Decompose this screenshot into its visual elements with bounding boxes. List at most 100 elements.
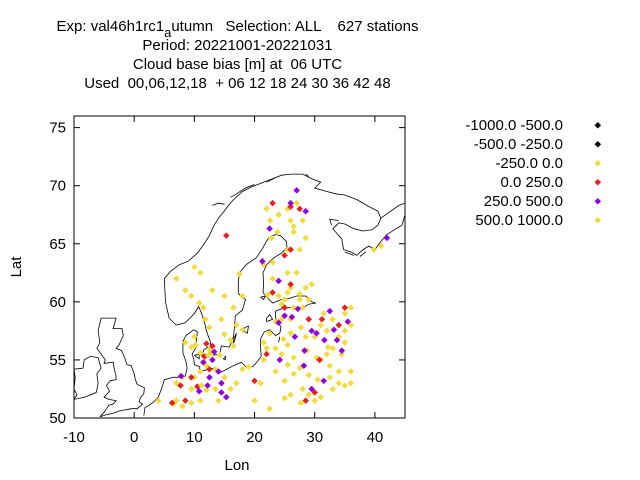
data-point (223, 232, 230, 239)
legend-label: -250.0 0.0 (495, 155, 563, 172)
data-point (204, 382, 211, 389)
data-point (287, 329, 294, 337)
data-point (321, 336, 328, 344)
y-tick-label: 60 (49, 294, 66, 311)
data-point (221, 374, 228, 381)
data-point (308, 281, 315, 288)
data-point (323, 327, 331, 335)
data-point (296, 205, 303, 213)
legend-marker (594, 141, 602, 148)
data-point (313, 329, 320, 337)
x-tick-label: 30 (306, 429, 323, 446)
data-point (281, 252, 288, 259)
x-axis-label: Lon (224, 457, 249, 474)
data-point (197, 397, 204, 404)
data-point (272, 345, 279, 352)
data-point (206, 374, 213, 381)
data-point (218, 389, 225, 396)
data-point (341, 310, 349, 317)
data-point (294, 305, 302, 313)
data-point (179, 403, 186, 410)
x-tick-label: 20 (246, 429, 263, 446)
legend-marker (594, 198, 602, 205)
data-point (287, 203, 294, 210)
y-tick-label: 50 (49, 410, 66, 427)
chart-title-line-1: Exp: val46h1rc1autumn Selection: ALL 627… (56, 18, 419, 40)
data-point (188, 399, 195, 407)
data-point (264, 291, 272, 299)
coastline-segment (278, 336, 281, 343)
data-point (284, 269, 291, 277)
data-point (209, 286, 216, 294)
data-point (326, 307, 334, 315)
legend-marker (594, 179, 602, 186)
coastline-map (74, 87, 405, 418)
coastline-segment (74, 355, 102, 400)
legend-marker (594, 122, 602, 129)
data-point (203, 386, 210, 394)
data-point (239, 365, 246, 373)
data-point (259, 257, 266, 265)
data-point (383, 234, 391, 242)
data-point (281, 304, 288, 311)
data-point (347, 304, 355, 311)
data-point (223, 393, 230, 401)
data-point (188, 374, 195, 381)
data-point (275, 292, 282, 300)
y-tick-label: 65 (49, 236, 66, 253)
data-point (251, 377, 258, 385)
legend-label: -500.0 -250.0 (474, 136, 563, 153)
chart-title-line-3: Cloud base bias [m] at 06 UTC (132, 56, 343, 73)
data-point (206, 324, 213, 331)
data-point (210, 348, 218, 356)
legend-label: 0.0 250.0 (500, 174, 563, 191)
data-point (305, 316, 312, 323)
data-point (341, 339, 349, 346)
data-point (182, 397, 189, 404)
y-axis-label: Lat (8, 256, 25, 278)
data-point (209, 356, 216, 364)
y-tick-label: 70 (49, 178, 66, 195)
data-point (204, 352, 212, 359)
data-point (290, 223, 297, 230)
x-tick-label: -10 (63, 429, 85, 446)
data-point (287, 281, 294, 288)
data-point (191, 333, 198, 340)
data-point (215, 397, 222, 404)
data-point (329, 385, 337, 393)
data-point (287, 391, 294, 399)
coastline-segment (223, 355, 227, 361)
coastline-segment (260, 295, 267, 301)
data-point (299, 304, 306, 311)
data-point (269, 275, 276, 282)
data-point (287, 246, 294, 253)
data-point (216, 352, 223, 359)
data-point (299, 217, 306, 224)
data-point (236, 270, 243, 278)
data-point (239, 292, 246, 300)
coastline-segment (344, 251, 354, 256)
coastline-segment (305, 173, 309, 177)
legend-marker (594, 217, 602, 224)
data-point (293, 187, 300, 194)
data-point (281, 296, 288, 303)
x-tick-label: 10 (186, 429, 203, 446)
data-point (269, 199, 276, 207)
x-tick-label: 0 (130, 429, 138, 446)
data-point (370, 246, 377, 253)
data-point (198, 382, 205, 389)
data-point (272, 368, 279, 375)
coastline-segment (231, 87, 255, 93)
data-point (326, 374, 334, 381)
data-point (278, 350, 285, 358)
coastline-segment (329, 218, 339, 226)
data-point (275, 211, 282, 218)
data-point (284, 361, 291, 368)
legend-marker (594, 160, 602, 167)
data-point (296, 246, 303, 253)
data-point (338, 347, 346, 354)
coastline-segment (266, 177, 276, 183)
coastline-segment (212, 202, 225, 206)
data-point (173, 379, 180, 387)
data-point (239, 326, 246, 333)
